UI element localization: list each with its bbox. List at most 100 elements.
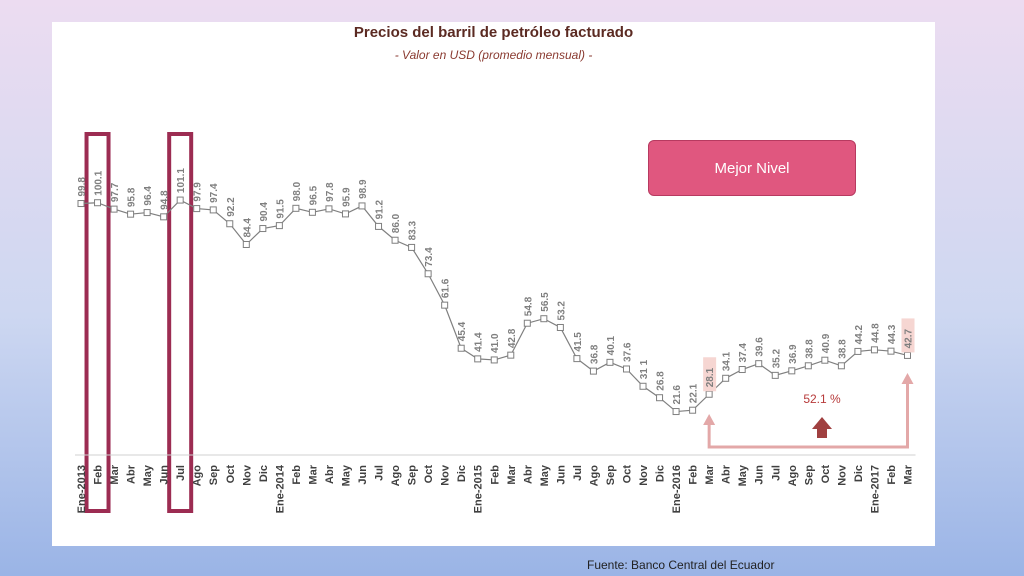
data-label: 40.1 xyxy=(606,335,617,355)
data-point xyxy=(837,362,845,370)
data-point xyxy=(672,408,680,416)
x-tick-label: May xyxy=(340,464,352,486)
data-label: 84.4 xyxy=(242,218,253,238)
data-label: 42.7 xyxy=(904,329,915,349)
data-point xyxy=(242,240,250,248)
data-label: 21.6 xyxy=(672,385,683,405)
x-tick-label: Nov xyxy=(638,464,650,486)
data-point xyxy=(209,206,217,214)
data-label: 98.0 xyxy=(292,181,303,201)
data-label: 61.6 xyxy=(441,278,452,298)
data-label: 96.4 xyxy=(143,186,154,206)
x-tick-label: May xyxy=(142,464,154,486)
data-point xyxy=(507,351,515,359)
data-label: 97.4 xyxy=(209,183,220,203)
x-tick-label: Nov xyxy=(241,464,253,486)
data-point xyxy=(457,344,465,352)
data-point xyxy=(573,355,581,363)
source-note: Fuente: Banco Central del Ecuador xyxy=(587,558,775,572)
x-tick-label: Dic xyxy=(853,465,865,482)
data-point xyxy=(358,202,366,210)
data-point xyxy=(193,205,201,213)
x-tick-label: Dic xyxy=(655,465,667,482)
data-label: 95.9 xyxy=(341,187,352,207)
x-tick-label: Abr xyxy=(721,464,733,484)
data-point xyxy=(408,243,416,251)
x-tick-label: Jul xyxy=(572,465,584,481)
data-label: 41.5 xyxy=(573,332,584,352)
data-point xyxy=(804,362,812,370)
data-point xyxy=(656,394,664,402)
data-point xyxy=(870,346,878,354)
x-tick-label: Ene-2016 xyxy=(671,465,683,513)
data-label: 96.5 xyxy=(308,185,319,205)
x-tick-label: Jul xyxy=(175,465,187,481)
x-tick-label: Mar xyxy=(903,464,915,484)
data-point xyxy=(788,367,796,375)
data-label: 56.5 xyxy=(540,292,551,312)
data-label: 37.6 xyxy=(622,342,633,362)
data-point xyxy=(523,319,531,327)
data-label: 38.8 xyxy=(837,339,848,359)
data-label: 100.1 xyxy=(94,170,105,195)
x-tick-label: Mar xyxy=(704,464,716,484)
x-tick-label: Ago xyxy=(192,465,204,487)
data-label: 31 1 xyxy=(639,359,650,379)
x-tick-label: Mar xyxy=(307,464,319,484)
x-tick-label: Ago xyxy=(588,465,600,487)
data-point xyxy=(160,213,168,221)
growth-annotation: 52.1 % xyxy=(803,392,841,406)
data-label: 42.8 xyxy=(507,328,518,348)
x-tick-label: Abr xyxy=(126,464,138,484)
data-label: 86.0 xyxy=(391,213,402,233)
x-tick-label: Feb xyxy=(93,465,105,485)
line-chart: 99.8 Ene-2013 100.1 Feb 97.7 Mar 95.8 Abr 96.4 Ma… xyxy=(75,132,916,513)
data-point xyxy=(308,208,316,216)
x-tick-label: Jul xyxy=(770,465,782,481)
data-label: 94.8 xyxy=(160,190,171,210)
x-tick-label: Sep xyxy=(208,465,220,485)
x-tick-label: Mar xyxy=(109,464,121,484)
x-tick-label: Oct xyxy=(820,465,832,484)
data-label: 101.1 xyxy=(176,168,187,193)
data-point xyxy=(854,347,862,355)
data-point xyxy=(540,315,548,323)
data-point xyxy=(127,210,135,218)
data-label: 41.4 xyxy=(474,332,485,352)
data-label: 54.8 xyxy=(523,296,534,316)
data-label: 83.3 xyxy=(408,221,419,241)
best-level-badge: Mejor Nivel xyxy=(648,140,856,196)
data-label: 37.4 xyxy=(738,343,749,363)
data-point xyxy=(259,225,267,233)
data-point xyxy=(77,200,85,208)
data-label: 44.8 xyxy=(870,323,881,343)
data-point xyxy=(639,382,647,390)
bracket-arrowhead-left xyxy=(703,414,716,425)
x-tick-label: Ene-2017 xyxy=(869,465,881,513)
data-label: 95.8 xyxy=(127,187,138,207)
data-point xyxy=(904,351,911,359)
data-point xyxy=(375,222,383,230)
data-label: 91.5 xyxy=(275,199,286,219)
x-tick-label: Feb xyxy=(688,465,700,485)
x-tick-label: Dic xyxy=(258,465,270,482)
x-tick-label: Abr xyxy=(324,464,336,484)
data-point xyxy=(622,365,630,373)
x-tick-label: Sep xyxy=(407,465,419,485)
data-label: 45.4 xyxy=(457,321,468,341)
x-tick-label: Nov xyxy=(440,464,452,486)
data-point xyxy=(292,204,300,212)
data-point xyxy=(771,371,779,379)
data-label: 44.2 xyxy=(854,325,865,345)
data-label: 91.2 xyxy=(375,200,386,220)
data-point xyxy=(738,366,746,374)
x-tick-label: Sep xyxy=(803,465,815,485)
data-label-highlight xyxy=(901,318,915,353)
data-label-highlight xyxy=(703,357,717,392)
data-label: 26.8 xyxy=(656,371,667,391)
data-point xyxy=(441,301,449,309)
x-tick-label: Jun xyxy=(159,465,171,485)
x-tick-label: Jun xyxy=(357,465,369,485)
data-point xyxy=(474,355,482,363)
x-tick-label: Dic xyxy=(456,465,468,482)
